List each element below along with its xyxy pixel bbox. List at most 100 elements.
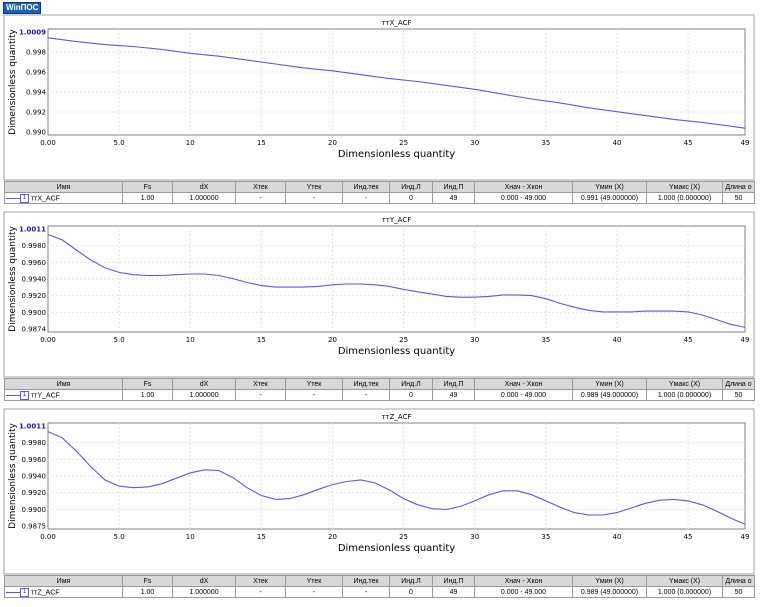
y-tick-label: 0.9980 bbox=[22, 439, 47, 447]
column-header[interactable]: Yмин (X) bbox=[572, 575, 647, 587]
column-header[interactable]: Xнач - Xкон bbox=[474, 181, 573, 193]
x-tick-label: 45 bbox=[684, 139, 693, 147]
column-header[interactable]: dX bbox=[172, 181, 236, 193]
column-header[interactable]: Длина о bbox=[722, 378, 755, 390]
column-header[interactable]: Инд.П bbox=[432, 181, 475, 193]
series-name-cell[interactable]: 1 ттX_ACF bbox=[4, 192, 123, 204]
series-name-cell[interactable]: 1 ттY_ACF bbox=[4, 389, 123, 401]
x-tick-label: 5.0 bbox=[114, 336, 125, 344]
column-header[interactable]: Yмакс (X) bbox=[646, 575, 723, 587]
y-tick-label: 0.998 bbox=[26, 49, 46, 57]
column-header[interactable]: Инд.тек bbox=[342, 575, 390, 587]
ymax-cell: 1.000 (0.000000) bbox=[646, 192, 723, 204]
x-tick-label: 40 bbox=[613, 336, 622, 344]
length-cell: 50 bbox=[722, 389, 755, 401]
column-header[interactable]: Yмакс (X) bbox=[646, 378, 723, 390]
x-tick-label: 25 bbox=[399, 139, 408, 147]
chart-panel bbox=[3, 211, 755, 378]
table-header-row: Имя Fs dX Xтек Yтек Инд.тек Инд.Л Инд.П Xнач - X… bbox=[4, 181, 755, 193]
x-tick-label: 40 bbox=[613, 533, 622, 541]
column-header[interactable]: Yмин (X) bbox=[572, 378, 647, 390]
column-header[interactable]: Инд.П bbox=[432, 575, 475, 587]
x-tick-label: 5.0 bbox=[114, 139, 125, 147]
column-header[interactable]: Имя bbox=[4, 181, 123, 193]
y-tick-label: 0.9920 bbox=[22, 489, 47, 497]
x-tick-label: 10 bbox=[186, 336, 195, 344]
fs-cell: 1.00 bbox=[122, 586, 173, 598]
column-header[interactable]: Инд.Л bbox=[389, 575, 433, 587]
table-row[interactable]: 1 ттY_ACF 1.00 1.000000 - - - 0 49 0.000… bbox=[4, 389, 755, 401]
table-header-row: Имя Fs dX Xтек Yтек Инд.тек Инд.Л Инд.П Xнач - X… bbox=[4, 575, 755, 587]
x-tick-label: 35 bbox=[541, 336, 550, 344]
column-header[interactable]: Инд.тек bbox=[342, 378, 390, 390]
column-header[interactable]: Xтек bbox=[235, 575, 286, 587]
y-tick-label: 1.0009 bbox=[19, 29, 46, 37]
x-tick-label: 30 bbox=[470, 533, 479, 541]
x-axis-label: Dimensionless quantity bbox=[338, 543, 455, 554]
series-line-icon bbox=[6, 591, 20, 593]
column-header[interactable]: Fs bbox=[122, 378, 173, 390]
column-header[interactable]: Xнач - Xкон bbox=[474, 575, 573, 587]
xtek-cell: - bbox=[235, 389, 286, 401]
y-tick-label: 0.9940 bbox=[22, 276, 47, 284]
ymax-cell: 1.000 (0.000000) bbox=[646, 389, 723, 401]
ind-tek-cell: - bbox=[342, 192, 390, 204]
column-header[interactable]: Fs bbox=[122, 575, 173, 587]
column-header[interactable]: Yтек bbox=[285, 575, 343, 587]
column-header[interactable]: Yтек bbox=[285, 181, 343, 193]
x-range-cell: 0.000 - 49.000 bbox=[474, 389, 573, 401]
x-tick-label: 5.0 bbox=[114, 533, 125, 541]
table-header-row: Имя Fs dX Xтек Yтек Инд.тек Инд.Л Инд.П Xнач - X… bbox=[4, 378, 755, 390]
column-header[interactable]: dX bbox=[172, 378, 236, 390]
column-header[interactable]: Длина о bbox=[722, 575, 755, 587]
y-tick-label: 0.996 bbox=[26, 69, 47, 77]
table-row[interactable]: 1 ттZ_ACF 1.00 1.000000 - - - 0 49 0.000… bbox=[4, 586, 755, 598]
ind-tek-cell: - bbox=[342, 586, 390, 598]
column-header[interactable]: Fs bbox=[122, 181, 173, 193]
y-tick-label: 0.990 bbox=[26, 129, 46, 137]
x-tick-label: 25 bbox=[399, 533, 408, 541]
y-tick-label: 0.9920 bbox=[22, 292, 47, 300]
app-badge: WinПОС bbox=[3, 2, 42, 14]
y-tick-label: 1.0011 bbox=[19, 226, 46, 234]
ytek-cell: - bbox=[285, 586, 343, 598]
column-header[interactable]: Инд.Л bbox=[389, 181, 433, 193]
length-cell: 50 bbox=[722, 192, 755, 204]
ind-p-cell: 49 bbox=[432, 389, 475, 401]
column-header[interactable]: Имя bbox=[4, 575, 123, 587]
chart-title: ттX_ACF bbox=[381, 19, 411, 27]
column-header[interactable]: Имя bbox=[4, 378, 123, 390]
x-range-cell: 0.000 - 49.000 bbox=[474, 192, 573, 204]
column-header[interactable]: Xтек bbox=[235, 181, 286, 193]
chart-title: ттZ_ACF bbox=[381, 413, 411, 421]
column-header[interactable]: Длина о bbox=[722, 181, 755, 193]
column-header[interactable]: Инд.Л bbox=[389, 378, 433, 390]
ind-p-cell: 49 bbox=[432, 192, 475, 204]
table-row[interactable]: 1 ттX_ACF 1.00 1.000000 - - - 0 49 0.000… bbox=[4, 192, 755, 204]
ymin-cell: 0.989 (49.000000) bbox=[572, 389, 647, 401]
length-cell: 50 bbox=[722, 586, 755, 598]
y-tick-label: 0.9900 bbox=[22, 506, 47, 514]
column-header[interactable]: Xтек bbox=[235, 378, 286, 390]
y-axis-label: Dimensionless quantity bbox=[8, 29, 18, 135]
column-header[interactable]: Xнач - Xкон bbox=[474, 378, 573, 390]
column-header[interactable]: Yмин (X) bbox=[572, 181, 647, 193]
column-header[interactable]: Инд.тек bbox=[342, 181, 390, 193]
column-header[interactable]: dX bbox=[172, 575, 236, 587]
column-header[interactable]: Инд.П bbox=[432, 378, 475, 390]
column-header[interactable]: Yтек bbox=[285, 378, 343, 390]
xtek-cell: - bbox=[235, 586, 286, 598]
x-tick-label: 0.00 bbox=[40, 336, 56, 344]
x-tick-label: 10 bbox=[186, 533, 195, 541]
y-tick-label: 1.0011 bbox=[19, 423, 46, 431]
series-line-icon bbox=[6, 197, 20, 199]
column-header[interactable]: Yмакс (X) bbox=[646, 181, 723, 193]
x-tick-label: 35 bbox=[541, 139, 550, 147]
series-table-y: Имя Fs dX Xтек Yтек Инд.тек Инд.Л Инд.П Xнач - X… bbox=[4, 378, 755, 401]
series-name-cell[interactable]: 1 ттZ_ACF bbox=[4, 586, 123, 598]
x-tick-label: 0.00 bbox=[40, 139, 56, 147]
series-line-icon bbox=[6, 394, 20, 396]
y-tick-label: 0.992 bbox=[26, 109, 46, 117]
